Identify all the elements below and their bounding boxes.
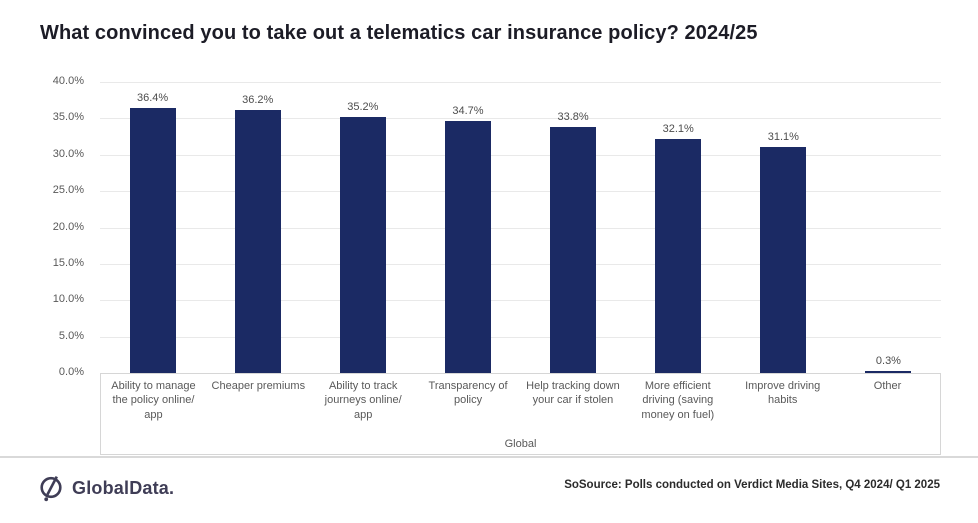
plot-area: 36.4% 36.2% 35.2% 34.7% 33.8% 32.1% 31.1% 0.3% xyxy=(100,82,941,373)
y-tick-label: 15.0% xyxy=(52,256,84,269)
x-axis-box: Ability to manage the policy online/ app… xyxy=(100,373,941,455)
bar-value-label: 31.1% xyxy=(767,130,799,143)
bar-value-label: 32.1% xyxy=(662,123,694,136)
category-label: Improve driving habits xyxy=(745,380,821,407)
category-label: Other xyxy=(873,380,902,392)
bar xyxy=(444,120,491,373)
gridline xyxy=(100,263,941,265)
y-tick-label: 10.0% xyxy=(52,293,84,306)
y-tick-label: 30.0% xyxy=(52,147,84,160)
y-axis: 0.0% 5.0% 10.0% 15.0% 20.0% 25.0% 30.0% 35.0% 40… xyxy=(30,75,92,378)
gridline xyxy=(100,227,941,229)
category-label: Ability to manage the policy online/ app xyxy=(111,380,196,421)
bars-row: 36.4% 36.2% 35.2% 34.7% 33.8% 32.1% 31.1% 0.3% xyxy=(100,82,941,373)
globaldata-logo-icon xyxy=(38,473,65,504)
bar xyxy=(760,146,807,373)
y-tick-label: 0.0% xyxy=(58,366,84,378)
y-tick-label: 35.0% xyxy=(52,111,84,124)
category-label: Cheaper premiums xyxy=(211,380,306,392)
gridline xyxy=(100,336,941,338)
gridline xyxy=(100,118,941,120)
brand-name: GlobalData. xyxy=(72,478,175,498)
bar-column: 31.1% xyxy=(731,82,836,373)
chart-area: 36.4% 36.2% 35.2% 34.7% 33.8% 32.1% 31.1% 0.3% … xyxy=(100,82,941,455)
y-tick-label: 25.0% xyxy=(52,184,84,197)
bar-column: 35.2% xyxy=(310,82,415,373)
footer-divider xyxy=(0,456,978,458)
axis-group-label: Global xyxy=(504,438,537,450)
category-label: Ability to track journeys online/ app xyxy=(324,380,402,421)
bar-value-label: 35.2% xyxy=(347,100,379,113)
bar xyxy=(550,127,597,373)
bar-column: 36.2% xyxy=(205,82,310,373)
brand-logo: GlobalData. xyxy=(38,473,174,504)
bar xyxy=(655,139,702,373)
gridline xyxy=(100,82,941,83)
y-tick-label: 5.0% xyxy=(58,329,84,342)
bar-value-label: 36.2% xyxy=(242,93,274,106)
bar-column: 33.8% xyxy=(521,82,626,373)
bar xyxy=(234,109,281,373)
bar-column: 32.1% xyxy=(626,82,731,373)
bar xyxy=(865,370,912,373)
gridline xyxy=(100,191,941,193)
bar-column: 0.3% xyxy=(836,82,941,373)
bar-value-label: 0.3% xyxy=(875,354,901,367)
category-label: Help tracking down your car if stolen xyxy=(526,380,620,407)
bar-value-label: 36.4% xyxy=(136,92,169,105)
chart-title: What convinced you to take out a telemat… xyxy=(40,22,758,44)
bar xyxy=(339,116,386,373)
category-row: Ability to manage the policy online/ app… xyxy=(101,374,940,422)
bar-column: 36.4% xyxy=(100,82,205,373)
bar-value-label: 33.8% xyxy=(557,111,589,124)
bar-column: 34.7% xyxy=(415,82,520,373)
gridline xyxy=(100,300,941,302)
category-label: More efficient driving (saving money on … xyxy=(641,380,715,421)
category-label: Transparency of policy xyxy=(428,380,508,407)
source-note: SoSource: Polls conducted on Verdict Med… xyxy=(564,479,940,491)
gridline xyxy=(100,154,941,156)
y-tick-label: 20.0% xyxy=(52,220,84,233)
y-tick-label: 40.0% xyxy=(52,75,84,87)
bar-value-label: 34.7% xyxy=(452,104,484,117)
bar xyxy=(129,108,176,373)
